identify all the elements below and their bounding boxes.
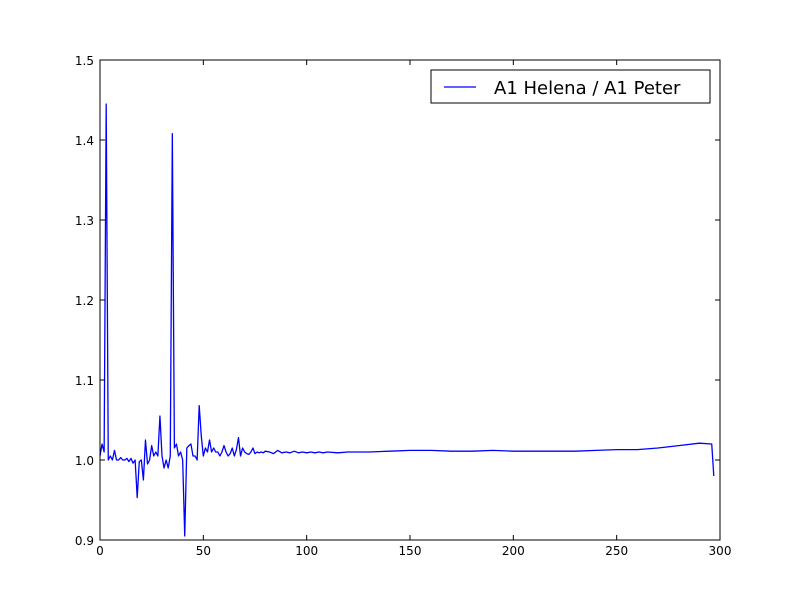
legend: A1 Helena / A1 Peter <box>430 69 711 104</box>
y-tick-label: 1.1 <box>75 374 94 388</box>
x-tick-label: 200 <box>502 544 525 558</box>
plot-frame <box>99 59 721 541</box>
legend-box <box>430 69 711 104</box>
x-tick-label: 50 <box>196 544 211 558</box>
series-line-0 <box>99 103 715 537</box>
plot-layer <box>99 103 715 537</box>
x-tick-label: 250 <box>605 544 628 558</box>
x-tick-label: 100 <box>295 544 318 558</box>
y-tick-label: 1.4 <box>75 134 94 148</box>
x-tick-label: 300 <box>709 544 732 558</box>
y-tick-label: 0.9 <box>75 534 94 548</box>
x-tick-label: 150 <box>399 544 422 558</box>
tick-layer: 0 50 100 150 200 250 300 0.9 1.0 1.1 1.2 1.3 1.4 1.5 <box>75 54 732 558</box>
legend-label: A1 Helena / A1 Peter <box>494 78 681 99</box>
y-tick-label: 1.2 <box>75 294 94 308</box>
y-tick-label: 1.3 <box>75 214 94 228</box>
x-tick-label: 0 <box>96 544 104 558</box>
y-tick-label: 1.0 <box>75 454 94 468</box>
y-tick-label: 1.5 <box>75 54 94 68</box>
